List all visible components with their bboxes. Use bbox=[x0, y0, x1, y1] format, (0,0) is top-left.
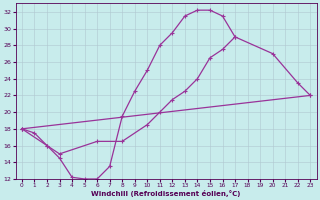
X-axis label: Windchill (Refroidissement éolien,°C): Windchill (Refroidissement éolien,°C) bbox=[92, 190, 241, 197]
